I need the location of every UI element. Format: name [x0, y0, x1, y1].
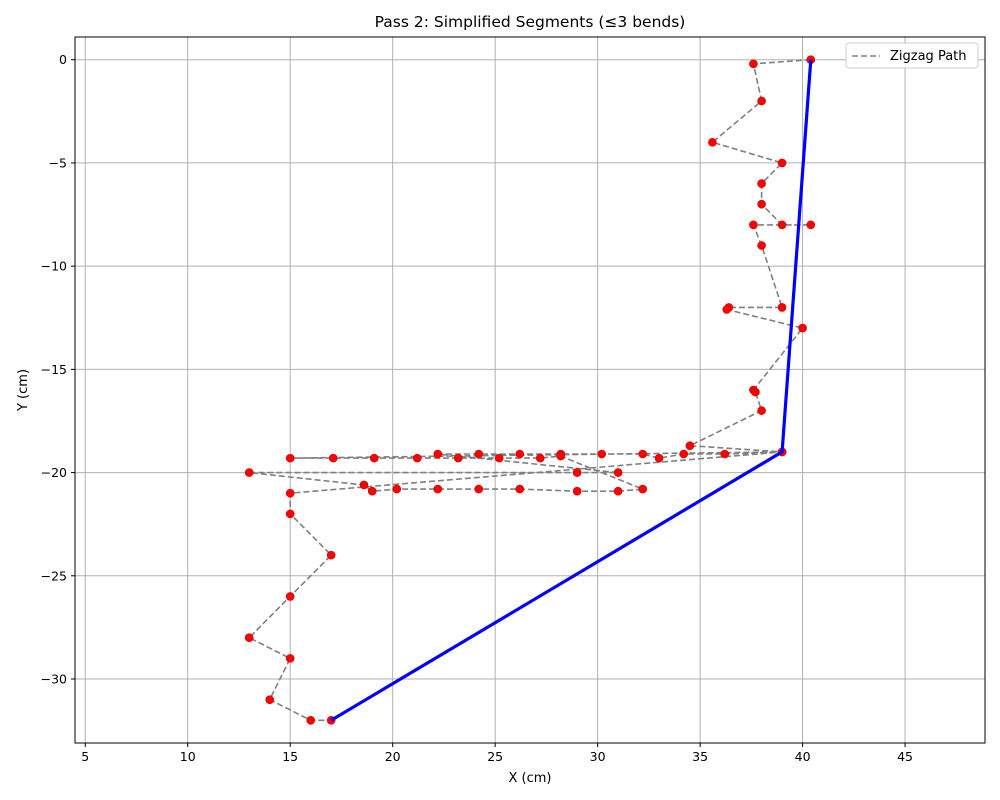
simplified-segments-series [330, 59, 813, 722]
zigzag-point [654, 453, 664, 463]
zigzag-point [749, 220, 758, 230]
zigzag-point [326, 550, 336, 560]
zigzag-point [556, 451, 566, 461]
zigzag-point [572, 468, 582, 477]
zigzag-point [597, 449, 607, 459]
y-tick-label: −20 [41, 465, 67, 480]
zigzag-point [685, 441, 695, 451]
y-tick-label: −15 [41, 362, 67, 377]
simplified-segment-line [330, 59, 813, 722]
zigzag-point [535, 453, 545, 463]
x-tick-label: 10 [180, 749, 196, 764]
chart-title: Pass 2: Simplified Segments (≤3 bends) [375, 13, 686, 31]
zigzag-point [265, 695, 275, 704]
zigzag-point [757, 96, 766, 106]
x-axis-ticks: 5 10 15 20 25 30 35 40 45 [81, 743, 913, 764]
x-axis-label: X (cm) [509, 771, 552, 786]
zigzag-path-series [247, 58, 811, 722]
legend-box [845, 42, 979, 69]
zigzag-point [722, 305, 732, 314]
zigzag-point [244, 633, 254, 643]
zigzag-point [285, 453, 295, 463]
x-tick-label: 40 [795, 749, 811, 764]
zigzag-point [757, 199, 766, 209]
x-tick-label: 45 [897, 749, 913, 764]
zigzag-point [638, 484, 648, 494]
legend-zigzag-label: Zigzag Path [890, 49, 967, 64]
zigzag-point [306, 715, 315, 725]
zigzag-point [244, 468, 254, 477]
zigzag-point [515, 449, 525, 459]
zigzag-point [433, 449, 443, 459]
zigzag-point [474, 449, 484, 459]
zigzag-point [359, 480, 369, 490]
y-tick-label: −30 [41, 672, 67, 687]
zigzag-point [757, 241, 766, 250]
x-tick-label: 20 [385, 749, 401, 764]
zigzag-path-line [247, 58, 811, 722]
zigzag-point [749, 59, 758, 69]
y-axis-label: Y (cm) [16, 369, 31, 412]
zigzag-point [613, 486, 623, 496]
legend: Zigzag Path [845, 42, 979, 69]
zigzag-point [285, 592, 295, 601]
y-tick-label: −5 [49, 155, 67, 170]
zigzag-point [777, 158, 787, 168]
x-tick-label: 35 [692, 749, 708, 764]
y-tick-label: 0 [59, 52, 67, 67]
x-tick-label: 25 [487, 749, 503, 764]
zigzag-point [433, 484, 443, 494]
zigzag-point [638, 449, 648, 459]
zigzag-point [412, 453, 422, 463]
zigzag-point [806, 220, 816, 230]
zigzag-point [285, 509, 295, 519]
zigzag-point [757, 179, 766, 188]
zigzag-point [369, 453, 379, 463]
x-tick-label: 15 [282, 749, 298, 764]
zigzag-point [613, 468, 623, 477]
zigzag-point [708, 137, 717, 147]
y-axis-ticks: 0 −5 −10 −15 −20 −25 −30 [41, 52, 75, 687]
zigzag-point [392, 484, 402, 494]
zigzag-point [757, 406, 766, 415]
zigzag-point [367, 486, 377, 496]
zigzag-point [777, 303, 787, 312]
y-tick-label: −10 [41, 259, 67, 274]
zigzag-point [285, 488, 295, 498]
zigzag-point [453, 453, 463, 463]
zigzag-point [572, 486, 582, 496]
zigzag-point [515, 484, 525, 494]
zigzag-point [494, 453, 504, 463]
plot-background [75, 37, 985, 743]
zigzag-point [474, 484, 484, 494]
x-tick-label: 30 [590, 749, 606, 764]
plot-frame [74, 36, 986, 744]
zigzag-point [285, 654, 295, 663]
zigzag-point [777, 220, 787, 230]
zigzag-point [798, 323, 807, 333]
zigzag-point [328, 453, 338, 463]
zigzag-point [679, 449, 689, 459]
zigzag-point [720, 449, 730, 459]
x-tick-label: 5 [81, 749, 89, 764]
zigzag-point [751, 387, 760, 397]
y-tick-label: −25 [41, 568, 67, 583]
